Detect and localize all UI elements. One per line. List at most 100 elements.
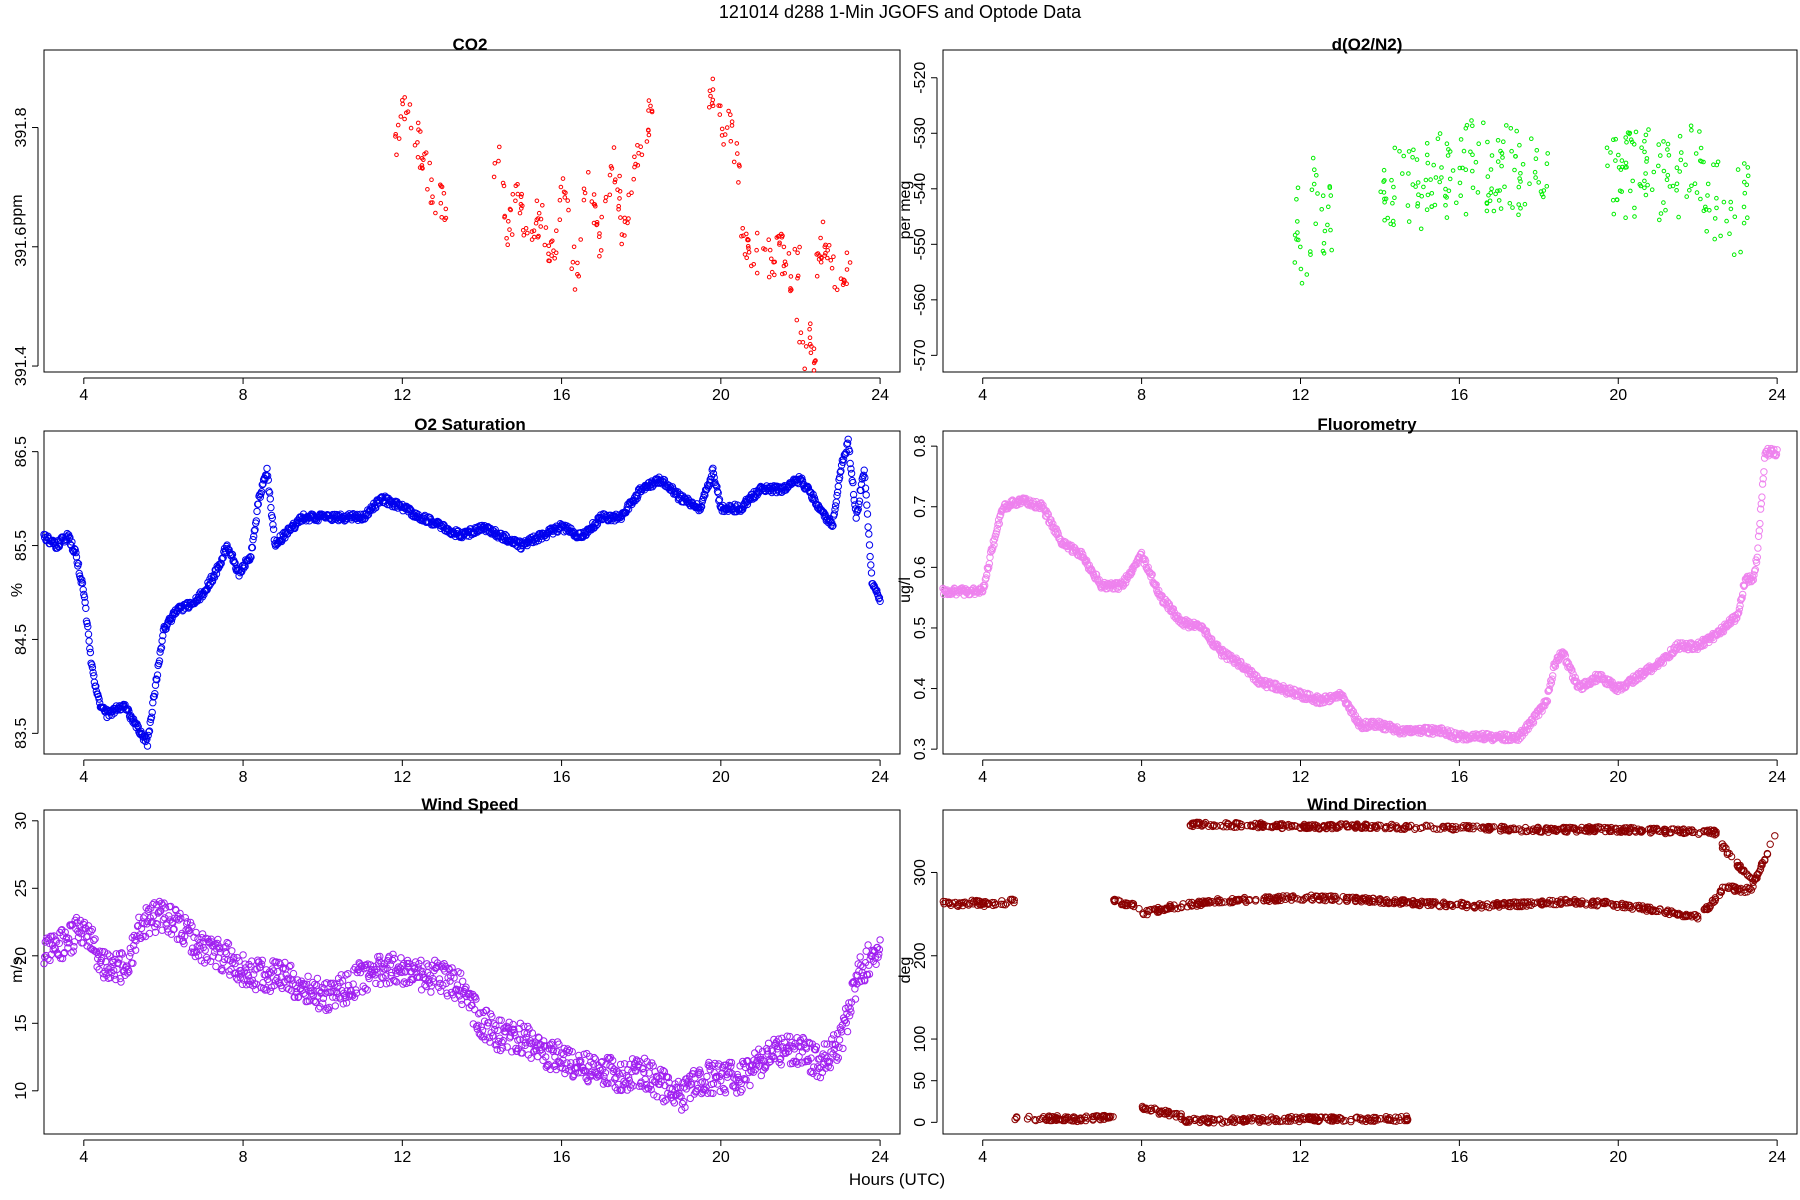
o2n2-data-point — [1614, 197, 1620, 202]
wind-speed-plot-frame — [43, 809, 901, 1135]
o2n2-data-point — [1714, 205, 1719, 211]
o2-saturation-y-tick-label: 83.5 — [13, 718, 30, 749]
o2-saturation-data-point — [850, 496, 858, 504]
o2n2-data-point — [1425, 192, 1431, 198]
fluorometry-data-point — [990, 535, 999, 543]
o2n2-data-point — [1486, 193, 1491, 198]
o2-saturation-data-point — [845, 447, 854, 456]
wind-direction-x-tick-label: 20 — [1609, 1149, 1627, 1166]
o2n2-data-point — [1604, 145, 1610, 151]
o2n2-data-point — [1473, 159, 1479, 165]
o2-saturation-data-point — [66, 533, 74, 542]
co2-data-point — [506, 219, 511, 224]
o2n2-data-point — [1689, 128, 1694, 133]
o2n2-data-point — [1683, 162, 1688, 168]
o2-saturation-data-point — [857, 480, 866, 489]
o2n2-data-point — [1439, 175, 1444, 180]
o2-saturation-data-point — [852, 514, 860, 522]
co2-data-point — [491, 174, 497, 180]
o2n2-data-point — [1322, 228, 1328, 234]
o2n2-data-point — [1415, 201, 1421, 206]
co2-data-point — [617, 173, 622, 179]
o2-saturation-data-point — [79, 586, 87, 594]
fluorometry-data-point — [1128, 569, 1136, 577]
co2-data-point — [782, 271, 788, 276]
o2n2-data-point — [1385, 215, 1390, 221]
co2-data-point — [737, 164, 742, 169]
o2n2-data-point — [1433, 175, 1439, 180]
o2-saturation-data-point — [264, 476, 272, 484]
o2n2-data-point — [1518, 206, 1523, 211]
o2-saturation-data-point — [820, 508, 828, 516]
co2-data-point — [408, 125, 414, 131]
co2-data-point — [788, 274, 794, 279]
fluorometry-data-point — [982, 574, 990, 582]
co2-data-point — [616, 203, 622, 209]
co2-data-point — [844, 267, 850, 272]
co2-data-point — [718, 103, 723, 109]
o2-saturation-data-point — [229, 557, 237, 565]
co2-data-point — [398, 114, 404, 119]
co2-data-point — [828, 258, 834, 263]
o2n2-data-point — [1463, 211, 1469, 217]
co2-data-point — [423, 150, 429, 155]
o2n2-plot-frame — [942, 49, 1798, 373]
o2n2-data-point — [1520, 162, 1526, 167]
o2-saturation-data-point — [89, 668, 97, 677]
co2-data-point — [560, 176, 566, 181]
o2n2-data-point — [1437, 131, 1443, 136]
o2n2-data-point — [1469, 118, 1474, 123]
o2n2-data-point — [1295, 219, 1300, 224]
o2-saturation-data-point — [257, 488, 266, 496]
o2n2-data-point — [1698, 196, 1703, 202]
o2n2-data-point — [1516, 184, 1522, 190]
co2-data-point — [825, 248, 831, 253]
fluorometry-data-point — [1146, 568, 1154, 577]
fluorometry-data-point — [1754, 544, 1762, 552]
co2-data-point — [402, 116, 407, 122]
o2n2-data-point — [1489, 153, 1495, 158]
o2-saturation-data-point — [153, 676, 161, 684]
o2n2-data-point — [1533, 175, 1538, 180]
co2-x-tick-label: 16 — [553, 387, 571, 404]
o2-saturation-data-point — [103, 713, 111, 722]
co2-data-point — [740, 226, 746, 231]
o2n2-data-point — [1406, 219, 1412, 224]
o2n2-data-point — [1661, 168, 1667, 174]
o2-saturation-data-point — [72, 553, 81, 561]
o2n2-data-point — [1728, 199, 1733, 205]
co2-data-point — [745, 244, 751, 249]
shared-x-axis-label: Hours (UTC) — [849, 1170, 945, 1189]
co2-y-tick-label: 391.4 — [13, 346, 30, 386]
co2-data-point — [777, 242, 782, 247]
o2n2-data-point — [1688, 123, 1694, 129]
o2-saturation-data-point — [863, 510, 872, 518]
o2n2-data-point — [1382, 217, 1387, 223]
co2-data-point — [622, 233, 627, 238]
o2n2-data-point — [1544, 161, 1550, 166]
co2-data-point — [425, 187, 430, 192]
o2n2-data-point — [1628, 188, 1633, 194]
o2n2-data-point — [1665, 141, 1671, 147]
o2n2-data-point — [1326, 204, 1331, 210]
o2-saturation-data-point — [709, 464, 717, 472]
o2n2-data-point — [1463, 167, 1469, 172]
o2n2-data-point — [1292, 260, 1298, 265]
co2-data-point — [492, 161, 498, 166]
o2n2-data-point — [1512, 167, 1517, 173]
co2-y-tick-label: 391.8 — [13, 107, 30, 147]
co2-data-point — [769, 256, 774, 262]
fluorometry-data-point — [995, 520, 1003, 528]
o2n2-data-point — [1616, 152, 1621, 158]
wind-speed-data-point — [459, 977, 467, 985]
fluorometry-data-point — [989, 537, 997, 545]
o2n2-data-point — [1712, 236, 1717, 242]
o2n2-data-point — [1498, 148, 1503, 154]
co2-data-point — [396, 136, 402, 141]
o2n2-data-point — [1532, 169, 1538, 175]
o2n2-data-point — [1423, 177, 1429, 183]
o2n2-data-point — [1517, 176, 1522, 181]
co2-data-point — [591, 201, 597, 207]
o2n2-data-point — [1308, 249, 1313, 254]
o2n2-data-point — [1411, 147, 1416, 153]
